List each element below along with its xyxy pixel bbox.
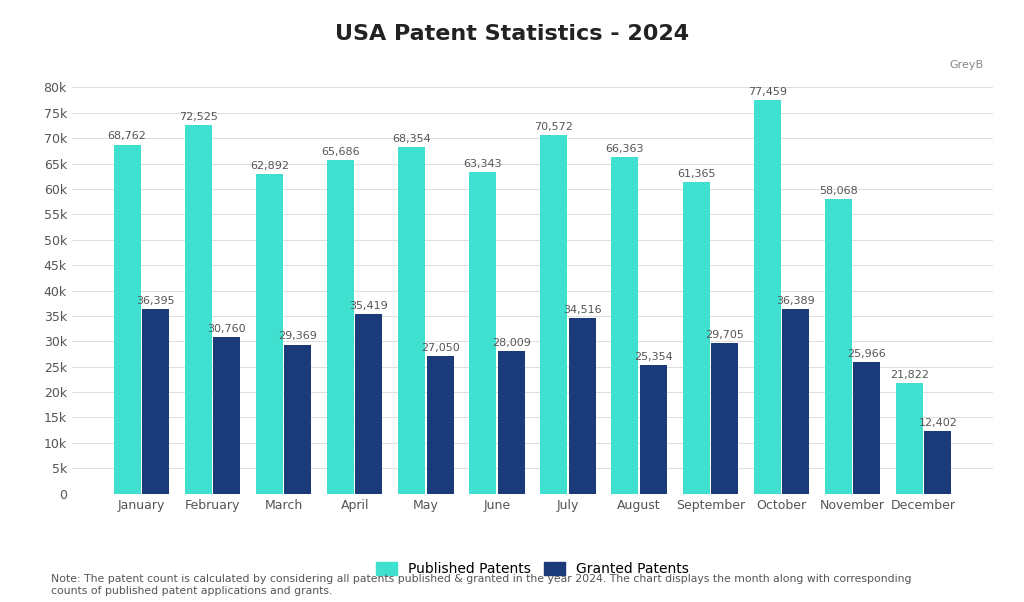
- Text: 70,572: 70,572: [535, 122, 573, 132]
- Bar: [285, 344, 311, 494]
- Bar: [184, 125, 212, 494]
- Text: 29,369: 29,369: [279, 332, 317, 341]
- Text: 63,343: 63,343: [464, 159, 502, 169]
- Text: 34,516: 34,516: [563, 305, 601, 315]
- Text: 66,363: 66,363: [605, 144, 644, 154]
- Text: 68,762: 68,762: [108, 131, 146, 141]
- Text: 36,395: 36,395: [136, 296, 175, 306]
- Text: USA Patent Statistics - 2024: USA Patent Statistics - 2024: [335, 24, 689, 44]
- Bar: [853, 362, 881, 494]
- Text: 30,760: 30,760: [207, 324, 246, 335]
- Bar: [711, 343, 738, 494]
- Text: 68,354: 68,354: [392, 134, 431, 143]
- Text: 65,686: 65,686: [322, 147, 359, 157]
- Text: 29,705: 29,705: [706, 330, 744, 340]
- Bar: [925, 430, 951, 494]
- Bar: [541, 135, 567, 494]
- Bar: [355, 314, 382, 494]
- Bar: [469, 172, 497, 494]
- Bar: [114, 144, 140, 494]
- Text: 25,966: 25,966: [848, 349, 886, 359]
- Bar: [611, 157, 638, 494]
- Bar: [782, 309, 809, 494]
- Text: 77,459: 77,459: [748, 87, 786, 98]
- Bar: [568, 318, 596, 494]
- Text: 35,419: 35,419: [349, 301, 388, 311]
- Text: 72,525: 72,525: [179, 113, 218, 122]
- Text: 25,354: 25,354: [634, 352, 673, 362]
- Bar: [327, 160, 354, 494]
- Bar: [256, 175, 283, 494]
- Bar: [683, 182, 710, 494]
- Text: 28,009: 28,009: [492, 338, 530, 349]
- Text: 21,822: 21,822: [890, 370, 929, 380]
- Text: 62,892: 62,892: [250, 161, 289, 172]
- Text: 12,402: 12,402: [919, 418, 957, 427]
- Text: 27,050: 27,050: [421, 343, 460, 353]
- Text: 58,068: 58,068: [819, 186, 858, 196]
- Bar: [142, 309, 169, 494]
- Text: 36,389: 36,389: [776, 296, 815, 306]
- Text: Note: The patent count is calculated by considering all patents published & gran: Note: The patent count is calculated by …: [51, 574, 911, 596]
- Legend: Published Patents, Granted Patents: Published Patents, Granted Patents: [369, 556, 696, 583]
- Bar: [398, 147, 425, 494]
- Bar: [213, 338, 241, 494]
- Bar: [754, 101, 780, 494]
- Bar: [896, 383, 923, 494]
- Bar: [498, 352, 524, 494]
- Text: 61,365: 61,365: [677, 169, 716, 179]
- Text: GreyB: GreyB: [949, 60, 983, 70]
- Bar: [427, 356, 454, 494]
- Bar: [640, 365, 667, 494]
- Bar: [824, 199, 852, 494]
